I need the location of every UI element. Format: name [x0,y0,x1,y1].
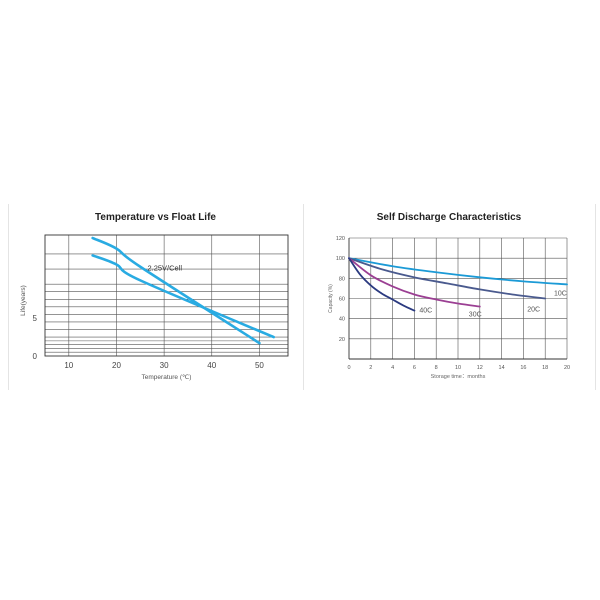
chart-title: Self Discharge Characteristics [376,212,522,223]
x-tick-label: 30 [160,361,169,370]
series-label: 30C [469,312,482,319]
x-tick-label: 10 [455,365,461,371]
self-discharge-chart: Self Discharge Characteristics 10C 20C 30C… [303,204,595,390]
x-tick-label: 14 [499,365,505,371]
x-tick-label: 0 [347,365,350,371]
y-tick-label: 0 [33,352,38,361]
float-life-plot: 10 20 30 40 50 0 5 Temperature (℃) Life(years) 2.… [20,234,289,381]
x-tick-label: 20 [112,361,121,370]
right-divider [595,204,596,390]
x-tick-label: 40 [207,361,216,370]
chart-title: Temperature vs Float Life [95,212,216,223]
series-label: 40C [419,308,432,315]
self-discharge-plot: 10C 20C 30C 40C 0 2 4 6 8 10 12 14 16 18 20 20 40 60 80 100… [328,236,570,380]
series-line [91,254,276,339]
left-divider [8,204,9,390]
series-line [91,236,261,345]
x-tick-label: 4 [391,365,394,371]
plot-frame [44,234,289,357]
curve-annotation: 2.25V/Cell [147,264,182,273]
x-tick-label: 18 [542,365,548,371]
y-tick-label: 40 [339,317,345,323]
x-tick-label: 10 [64,361,73,370]
y-tick-label: 20 [339,337,345,343]
series-line [348,257,481,308]
x-axis-label: Storage time：months [431,374,486,380]
x-tick-label: 2 [369,365,372,371]
y-tick-label: 100 [336,256,345,262]
y-tick-label: 5 [33,314,38,323]
series-line [348,257,547,300]
x-tick-label: 16 [520,365,526,371]
y-tick-label: 80 [339,276,345,282]
float-life-chart: Temperature vs Float Life 10 20 30 40 50 0 5 Te… [8,204,303,390]
y-axis-label: Life(years) [20,285,27,316]
x-tick-label: 6 [413,365,416,371]
series-label: 20C [527,307,540,314]
series-line [348,257,416,312]
y-tick-label: 120 [336,236,345,242]
series-label: 10C [554,290,567,297]
series-line [348,257,568,286]
x-tick-label: 20 [564,365,570,371]
x-tick-label: 50 [255,361,264,370]
center-divider [303,204,304,390]
y-tick-label: 60 [339,297,345,303]
y-axis-label: Capacity (%) [328,284,334,313]
x-tick-label: 12 [477,365,483,371]
x-tick-label: 8 [435,365,438,371]
x-axis-label: Temperature (℃) [142,374,192,381]
